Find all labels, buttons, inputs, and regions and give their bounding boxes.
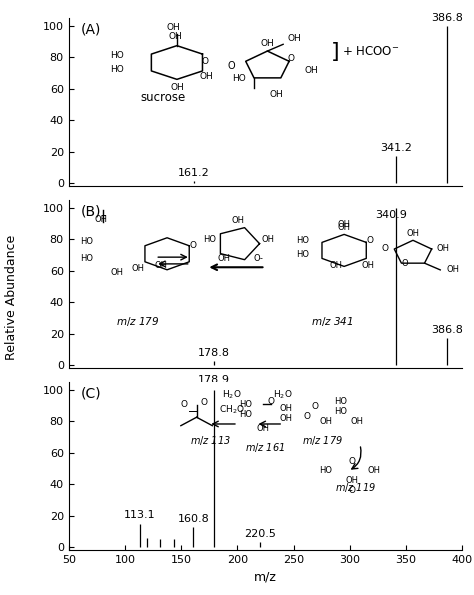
Text: OH: OH	[218, 254, 231, 264]
Text: O: O	[402, 259, 409, 268]
Text: OH: OH	[437, 245, 449, 253]
Text: OH: OH	[200, 72, 213, 81]
Text: OH: OH	[154, 261, 167, 270]
Text: O: O	[268, 397, 275, 406]
Text: HO: HO	[232, 74, 246, 83]
Text: 341.2: 341.2	[380, 143, 412, 154]
Text: HO: HO	[81, 237, 93, 246]
Text: OH: OH	[166, 23, 180, 32]
Text: + HCOO$^{-}$: + HCOO$^{-}$	[342, 45, 400, 58]
Text: OH: OH	[95, 215, 108, 224]
Text: HO: HO	[334, 407, 347, 416]
Text: 340.9: 340.9	[375, 210, 407, 220]
Text: OH: OH	[337, 223, 351, 232]
Text: 161.2: 161.2	[178, 168, 210, 178]
Text: HO: HO	[81, 253, 93, 262]
Text: HO: HO	[296, 236, 309, 245]
Text: (C): (C)	[81, 387, 101, 401]
Text: $m/z$ 113: $m/z$ 113	[190, 434, 231, 447]
Text: OH: OH	[446, 265, 459, 274]
Text: $m/z$ 341: $m/z$ 341	[311, 315, 354, 328]
Text: H$_2$O: H$_2$O	[273, 388, 293, 400]
Text: OH: OH	[261, 39, 274, 48]
Text: Relative Abundance: Relative Abundance	[5, 235, 18, 360]
Text: O: O	[202, 57, 209, 66]
Text: $m/z$ 179: $m/z$ 179	[302, 434, 343, 447]
Text: HO: HO	[203, 235, 216, 244]
Text: 386.8: 386.8	[431, 325, 463, 336]
Text: OH: OH	[231, 217, 245, 226]
Text: HO: HO	[239, 410, 252, 419]
Text: 178.9: 178.9	[198, 375, 229, 386]
Text: O: O	[348, 458, 356, 466]
Text: O: O	[348, 486, 356, 495]
Text: $m/z$ 161: $m/z$ 161	[246, 441, 285, 454]
Text: O: O	[311, 402, 319, 411]
Text: OH: OH	[170, 83, 184, 92]
Text: HO: HO	[334, 397, 347, 406]
Text: OH: OH	[350, 417, 363, 426]
Text: OH: OH	[368, 466, 381, 475]
X-axis label: m/z: m/z	[254, 571, 277, 584]
Text: OH: OH	[337, 220, 351, 229]
Text: HO: HO	[110, 65, 124, 74]
Text: HO: HO	[319, 466, 332, 475]
Text: (B): (B)	[81, 205, 101, 219]
Text: OH: OH	[361, 261, 374, 270]
Text: 113.1: 113.1	[124, 511, 155, 521]
Text: O: O	[382, 245, 389, 253]
Text: $m/z$ 119: $m/z$ 119	[336, 481, 376, 494]
Text: OH: OH	[131, 264, 144, 273]
Text: OH: OH	[168, 32, 182, 40]
Text: 160.8: 160.8	[177, 513, 209, 524]
Text: OH: OH	[287, 34, 301, 43]
Text: O: O	[181, 400, 188, 409]
Text: (A): (A)	[81, 23, 101, 37]
Text: O: O	[189, 242, 196, 250]
Text: OH: OH	[270, 90, 283, 99]
Text: OH: OH	[279, 414, 292, 422]
Text: HO: HO	[239, 400, 252, 409]
Text: O: O	[201, 399, 208, 408]
Text: O: O	[304, 412, 310, 421]
Text: 220.5: 220.5	[245, 528, 276, 538]
Text: H$_2$O: H$_2$O	[222, 388, 242, 400]
Text: O-: O-	[254, 253, 264, 262]
Text: 178.8: 178.8	[198, 348, 229, 358]
Text: O: O	[288, 54, 294, 63]
Text: OH: OH	[330, 261, 343, 270]
Text: sucrose: sucrose	[140, 91, 186, 104]
Text: ]: ]	[330, 42, 339, 61]
Text: OH: OH	[257, 424, 270, 433]
Text: HO: HO	[296, 250, 309, 259]
Text: HO: HO	[110, 51, 124, 60]
Text: $m/z$ 179: $m/z$ 179	[116, 315, 159, 328]
Text: O: O	[228, 61, 235, 71]
Text: OH: OH	[110, 268, 123, 277]
Text: OH: OH	[320, 417, 333, 426]
Text: 386.8: 386.8	[431, 12, 463, 23]
Text: OH: OH	[346, 476, 358, 485]
Text: CH$_2$O: CH$_2$O	[219, 403, 245, 416]
Text: OH: OH	[407, 229, 419, 238]
Text: OH: OH	[305, 65, 319, 74]
Text: OH: OH	[262, 235, 274, 244]
Text: O: O	[366, 236, 373, 245]
Text: OH: OH	[279, 403, 292, 412]
